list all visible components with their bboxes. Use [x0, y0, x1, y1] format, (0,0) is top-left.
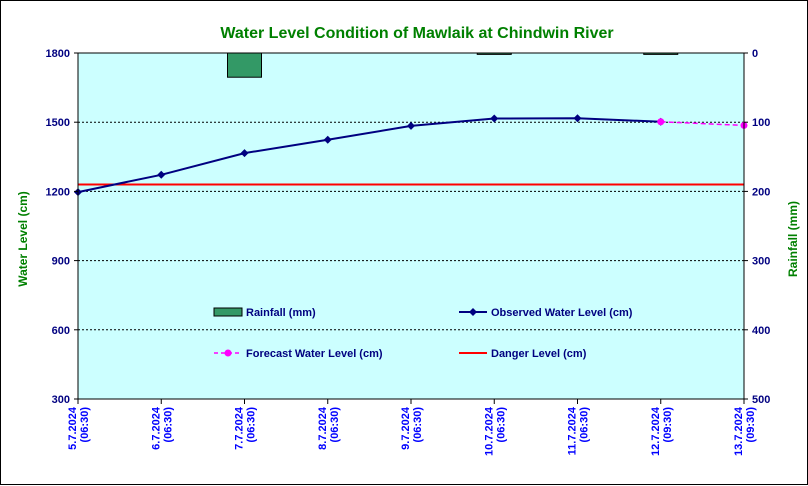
legend-marker-observed — [469, 308, 477, 316]
x-tick-date: 6.7.2024 — [150, 406, 162, 450]
y2-tick-label: 100 — [752, 117, 770, 129]
x-tick-date: 12.7.2024 — [650, 406, 662, 456]
legend-item: Rainfall (mm) — [213, 307, 316, 319]
x-tick-label: 10.7.2024 (06:30) — [483, 406, 507, 456]
x-tick-date: 5.7.2024 — [67, 406, 79, 450]
legend-label: Observed Water Level (cm) — [491, 307, 633, 319]
observed-level-point — [573, 114, 582, 123]
x-tick-time: (09:30) — [745, 407, 757, 443]
y-tick-label: 1200 — [46, 186, 70, 198]
x-tick-label: 9.7.2024 (06:30) — [400, 406, 424, 450]
observed-level-line — [77, 117, 661, 194]
observed-level-point — [490, 114, 499, 123]
x-tick-time: (09:30) — [662, 407, 674, 443]
x-tick-label: 8.7.2024 (06:30) — [317, 406, 341, 450]
y2-tick-label: 500 — [752, 394, 770, 406]
x-tick-date: 10.7.2024 — [483, 406, 495, 456]
y2-tick-label: 300 — [752, 256, 770, 268]
x-tick-time: (06:30) — [495, 407, 507, 443]
legend-item: Danger Level (cm) — [459, 348, 587, 360]
x-tick-time: (06:30) — [162, 407, 174, 443]
x-tick-time: (06:30) — [246, 407, 258, 443]
legend-swatch-rainfall — [213, 307, 243, 317]
x-tick-date: 13.7.2024 — [733, 406, 745, 456]
chart-title: Water Level Condition of Mawlaik at Chin… — [220, 25, 613, 42]
observed-level-point — [323, 135, 332, 144]
x-tick-label: 5.7.2024 (06:30) — [67, 406, 91, 450]
rainfall-bar — [227, 52, 262, 78]
y-axis-title: Water Level (cm) — [16, 191, 30, 287]
y-tick-label: 300 — [52, 394, 70, 406]
observed-level-point — [407, 121, 415, 130]
forecast-level-line — [660, 120, 745, 127]
y-tick-label: 1500 — [46, 117, 70, 129]
x-tick-time: (06:30) — [412, 407, 424, 443]
x-tick-label: 7.7.2024 (06:30) — [234, 406, 258, 450]
legend-label: Rainfall (mm) — [246, 307, 316, 319]
plot-area — [78, 53, 744, 399]
y-tick-label: 1800 — [46, 48, 70, 60]
series-lines — [74, 114, 748, 197]
y2-tick-label: 200 — [752, 186, 770, 198]
x-tick-label: 11.7.2024 (06:30) — [567, 406, 591, 455]
observed-level-point — [240, 149, 249, 158]
x-tick-time: (06:30) — [329, 407, 341, 443]
x-tick-time: (06:30) — [579, 407, 591, 443]
x-tick-date: 11.7.2024 — [567, 406, 579, 455]
x-tick-date: 9.7.2024 — [400, 406, 412, 450]
x-tick-label: 6.7.2024 (06:30) — [150, 406, 174, 450]
x-tick-label: 13.7.2024 (09:30) — [733, 406, 757, 456]
y2-tick-label: 400 — [752, 325, 770, 337]
legend-item: Observed Water Level (cm) — [459, 307, 633, 319]
legend-label: Danger Level (cm) — [491, 348, 587, 360]
x-tick-label: 12.7.2024 (09:30) — [650, 406, 674, 456]
forecast-level-point — [657, 118, 665, 126]
legend: Rainfall (mm) Observed Water Level (cm) Fo… — [213, 307, 633, 360]
x-tick-date: 8.7.2024 — [317, 406, 329, 450]
y2-axis-title: Rainfall (mm) — [786, 201, 800, 277]
y-tick-label: 900 — [52, 256, 70, 268]
axes: 1800 1500 1200 900 600 300 0 100 200 300 400 500 5.7… — [46, 48, 771, 456]
y2-tick-label: 0 — [752, 48, 758, 60]
observed-level-point — [157, 170, 166, 179]
x-tick-time: (06:30) — [79, 407, 91, 443]
y-tick-label: 600 — [52, 325, 70, 337]
x-tick-date: 7.7.2024 — [234, 406, 246, 450]
legend-item: Forecast Water Level (cm) — [214, 348, 383, 360]
legend-marker-forecast — [224, 349, 232, 357]
legend-label: Forecast Water Level (cm) — [246, 348, 383, 360]
